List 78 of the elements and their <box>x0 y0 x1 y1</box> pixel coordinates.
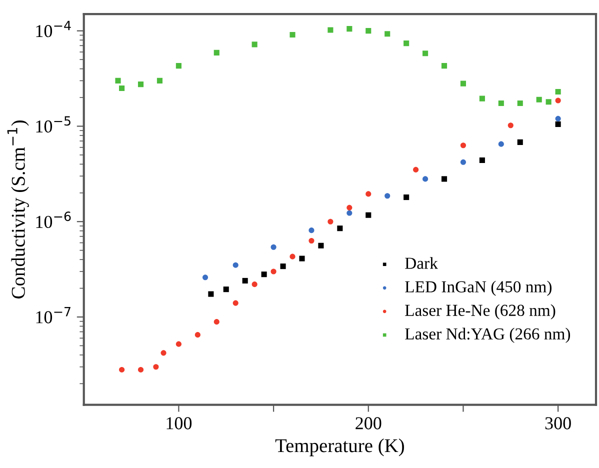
point <box>422 176 428 182</box>
point <box>328 27 334 33</box>
point <box>202 274 208 280</box>
point <box>508 122 514 128</box>
point <box>223 286 229 292</box>
legend-label: LED InGaN (450 nm) <box>405 280 552 296</box>
point <box>337 226 343 232</box>
point <box>404 194 410 200</box>
y-tick-label: 10$^{−7}$ <box>36 307 70 324</box>
point <box>119 366 125 372</box>
point <box>270 268 276 274</box>
point <box>413 166 419 172</box>
point <box>299 256 305 262</box>
x-axis-title: Temperature (K) <box>275 438 404 456</box>
point <box>232 262 238 268</box>
point <box>346 204 352 210</box>
point <box>384 193 390 199</box>
point <box>441 176 448 182</box>
x-tick-label: 100 <box>166 417 192 430</box>
point <box>214 319 220 325</box>
point <box>422 50 428 56</box>
point <box>232 300 238 306</box>
point <box>346 210 352 216</box>
point <box>261 272 267 278</box>
point <box>153 364 159 370</box>
legend-label: Laser Nd:YAG (266 nm) <box>405 328 570 343</box>
point <box>280 264 286 270</box>
point <box>328 218 334 224</box>
point <box>404 40 410 46</box>
point <box>366 191 372 197</box>
y-axis-title: Conductivity (S.cm$^{−1}$) <box>7 120 29 298</box>
point <box>290 32 296 38</box>
point <box>479 96 485 102</box>
point <box>498 100 504 106</box>
point <box>555 98 561 104</box>
point <box>517 100 523 106</box>
point <box>194 332 200 338</box>
x-tick-label: 300 <box>545 417 571 430</box>
point <box>366 212 372 218</box>
x-tick-label: 200 <box>356 417 382 430</box>
point <box>441 63 448 69</box>
point <box>536 96 542 102</box>
legend-label: Laser He-Ne (628 nm) <box>405 304 556 320</box>
point <box>346 26 352 32</box>
point <box>214 50 220 56</box>
point <box>460 80 466 86</box>
point <box>270 244 276 250</box>
point <box>308 238 314 244</box>
point <box>555 121 561 127</box>
point <box>176 341 182 347</box>
point <box>160 350 166 356</box>
point <box>498 141 504 147</box>
y-tick-label: 10$^{−5}$ <box>36 116 70 133</box>
point <box>555 116 561 122</box>
point <box>119 85 125 92</box>
point <box>460 159 466 165</box>
point <box>384 31 390 37</box>
y-tick-label: 10$^{−6}$ <box>36 212 71 228</box>
point <box>252 42 258 48</box>
y-tick-label: 10$^{−4}$ <box>36 20 71 38</box>
point <box>242 278 248 284</box>
point <box>138 82 144 88</box>
point <box>176 63 182 69</box>
point <box>479 157 485 164</box>
point <box>555 88 561 94</box>
point <box>252 282 258 288</box>
point <box>318 242 324 248</box>
point <box>290 254 296 260</box>
point <box>460 142 466 148</box>
point <box>156 78 163 84</box>
point <box>115 78 121 84</box>
point <box>546 99 552 105</box>
point <box>517 139 523 145</box>
point <box>208 291 214 297</box>
point <box>308 228 314 234</box>
point <box>138 366 144 372</box>
point <box>366 28 372 34</box>
legend-label: Dark <box>405 257 438 269</box>
